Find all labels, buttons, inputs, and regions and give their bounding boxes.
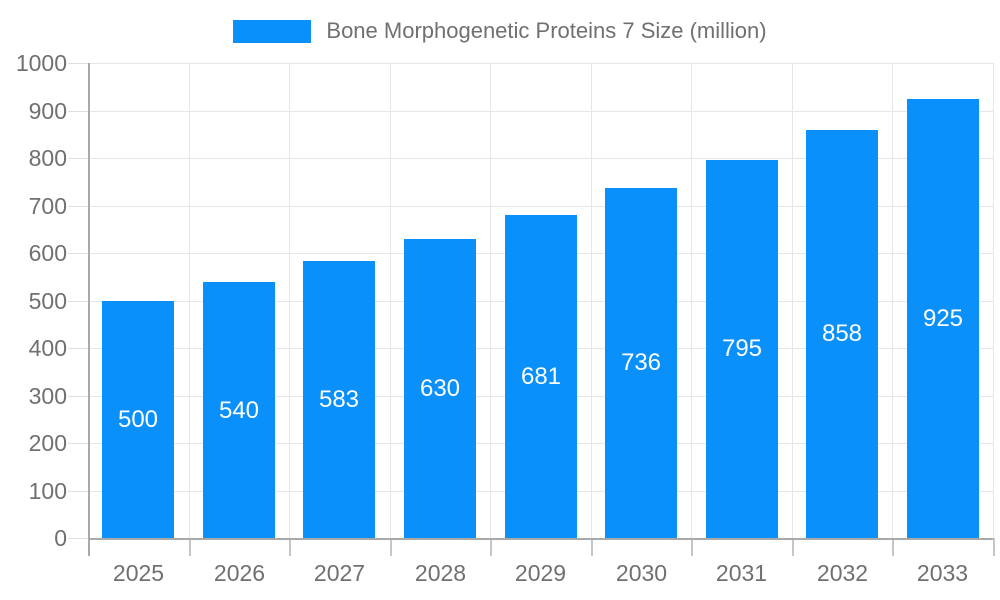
bar-value-label: 630 bbox=[419, 374, 461, 402]
y-gridline bbox=[88, 111, 993, 112]
x-axis-tick bbox=[792, 538, 794, 556]
x-axis-label: 2031 bbox=[715, 560, 768, 586]
y-axis-tick bbox=[68, 253, 88, 254]
x-axis-tick bbox=[390, 538, 392, 556]
x-axis-tick bbox=[189, 538, 191, 556]
x-axis-label: 2032 bbox=[816, 560, 869, 586]
y-axis-label: 400 bbox=[28, 335, 67, 361]
y-axis-label: 700 bbox=[28, 193, 67, 219]
y-axis-label: 800 bbox=[28, 145, 67, 171]
y-gridline bbox=[88, 63, 993, 64]
x-gridline bbox=[993, 63, 994, 538]
x-axis-tick bbox=[993, 538, 995, 556]
bar[interactable]: 925 bbox=[907, 99, 979, 538]
bar-value-label: 540 bbox=[218, 396, 260, 424]
y-axis-label: 900 bbox=[28, 98, 67, 124]
y-axis-tick bbox=[68, 396, 88, 397]
y-axis-label: 1000 bbox=[15, 50, 67, 76]
bar-value-label: 925 bbox=[922, 304, 964, 332]
bar-value-label: 681 bbox=[520, 362, 562, 390]
x-axis-label: 2027 bbox=[313, 560, 366, 586]
y-axis-tick bbox=[68, 158, 88, 159]
x-axis-tick bbox=[591, 538, 593, 556]
y-axis-tick bbox=[68, 301, 88, 302]
x-axis-tick bbox=[892, 538, 894, 556]
bar-value-label: 736 bbox=[620, 349, 662, 376]
bar-value-label: 858 bbox=[821, 320, 863, 347]
bar[interactable]: 736 bbox=[605, 188, 677, 538]
y-gridline bbox=[88, 206, 993, 207]
x-axis-tick bbox=[289, 538, 291, 556]
bar-value-label: 583 bbox=[318, 385, 360, 413]
bar[interactable]: 583 bbox=[303, 261, 375, 538]
legend: Bone Morphogenetic Proteins 7 Size (mill… bbox=[0, 18, 1000, 44]
bar-value-label: 500 bbox=[117, 406, 159, 433]
x-axis-label: 2026 bbox=[213, 560, 266, 586]
bar-value-label: 795 bbox=[721, 335, 763, 362]
legend-label: Bone Morphogenetic Proteins 7 Size (mill… bbox=[326, 18, 767, 43]
y-axis-tick bbox=[68, 63, 88, 64]
bar[interactable]: 795 bbox=[706, 160, 778, 538]
y-axis-label: 600 bbox=[28, 240, 67, 266]
x-gridline bbox=[390, 63, 391, 538]
y-axis-tick bbox=[68, 538, 88, 539]
x-gridline bbox=[792, 63, 793, 538]
y-axis-line bbox=[88, 63, 90, 556]
bar[interactable]: 540 bbox=[203, 282, 275, 539]
x-gridline bbox=[490, 63, 491, 538]
y-axis-label: 100 bbox=[28, 478, 67, 504]
x-axis-line bbox=[88, 538, 993, 540]
bar[interactable]: 681 bbox=[505, 215, 577, 538]
x-gridline bbox=[691, 63, 692, 538]
x-gridline bbox=[591, 63, 592, 538]
x-axis-tick bbox=[691, 538, 693, 556]
y-axis-label: 0 bbox=[54, 525, 67, 551]
bar[interactable]: 630 bbox=[404, 239, 476, 538]
y-axis-tick bbox=[68, 348, 88, 349]
x-axis-label: 2033 bbox=[916, 560, 969, 586]
y-gridline bbox=[88, 158, 993, 159]
x-axis-tick bbox=[490, 538, 492, 556]
y-axis-tick bbox=[68, 206, 88, 207]
bar[interactable]: 500 bbox=[102, 301, 174, 539]
y-axis-tick bbox=[68, 111, 88, 112]
x-gridline bbox=[289, 63, 290, 538]
y-axis-tick bbox=[68, 491, 88, 492]
y-axis-tick bbox=[68, 443, 88, 444]
x-axis-label: 2030 bbox=[615, 560, 668, 586]
y-axis-label: 200 bbox=[28, 430, 67, 456]
legend-swatch bbox=[233, 19, 312, 43]
x-axis-label: 2028 bbox=[414, 560, 467, 586]
legend-item[interactable]: Bone Morphogenetic Proteins 7 Size (mill… bbox=[233, 18, 767, 44]
bar[interactable]: 858 bbox=[806, 130, 878, 538]
x-axis-label: 2025 bbox=[112, 560, 165, 586]
x-gridline bbox=[892, 63, 893, 538]
x-axis-label: 2029 bbox=[514, 560, 567, 586]
x-gridline bbox=[189, 63, 190, 538]
y-axis-label: 300 bbox=[28, 383, 67, 409]
y-axis-label: 500 bbox=[28, 288, 67, 314]
